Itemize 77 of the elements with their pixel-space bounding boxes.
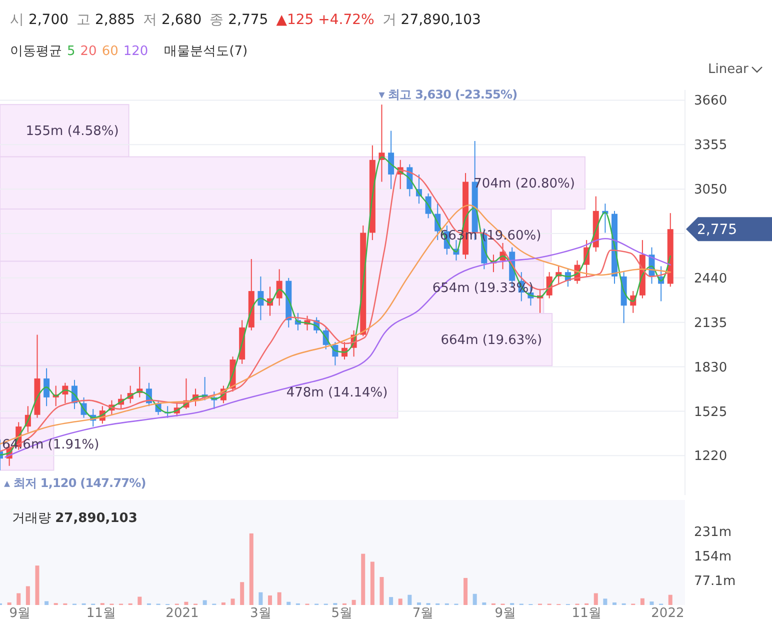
y-tick-label: 1830 — [694, 360, 728, 376]
bar — [230, 598, 235, 605]
text: 거 27,890,103 — [382, 12, 481, 28]
y-tick-label: 77.1m — [694, 574, 736, 590]
bar — [603, 598, 608, 605]
x-tick-label: 11월 — [572, 606, 602, 621]
bar — [35, 566, 40, 605]
x-tick-label: 5월 — [331, 606, 352, 621]
text: 20 — [80, 44, 97, 59]
bar — [612, 602, 617, 605]
annotation: ▴ 최저 1,120 (147.77%) — [4, 476, 146, 490]
candlestick — [258, 276, 264, 321]
bar — [361, 554, 366, 605]
x-tick-label: 11월 — [86, 606, 116, 621]
bar — [389, 597, 394, 605]
text: 60 — [102, 44, 118, 59]
bar — [268, 595, 272, 605]
text: 5 — [67, 44, 76, 59]
y-tick-label: 2135 — [694, 316, 728, 331]
bar — [352, 600, 356, 605]
bar — [594, 593, 598, 605]
y-tick-label: 3660 — [694, 94, 728, 109]
candlestick — [44, 368, 50, 407]
bar — [258, 592, 263, 605]
bar — [138, 596, 142, 605]
candlestick — [388, 130, 394, 190]
bar — [472, 594, 477, 605]
y-tick-label: 2440 — [694, 271, 728, 286]
bar — [26, 586, 30, 605]
y-tick-label: 1525 — [694, 404, 728, 420]
text: 매물분석도(7) — [164, 44, 248, 59]
candlestick — [276, 268, 282, 306]
data-label: 155m (4.58%) — [26, 124, 119, 140]
bar — [44, 601, 49, 605]
bar — [464, 578, 468, 605]
text: 고 2,885 — [76, 12, 136, 28]
bar — [249, 533, 254, 605]
x-tick-label: 9월 — [494, 606, 516, 621]
bar — [16, 593, 21, 605]
bar — [184, 602, 188, 605]
bar — [380, 577, 384, 605]
bar — [408, 594, 412, 605]
bar — [370, 562, 374, 605]
x-tick-label: 3월 — [250, 606, 272, 621]
text: 2,775 — [697, 222, 738, 238]
text: 저 2,680 — [143, 12, 202, 28]
annotation: ▾ 최고 3,630 (-23.55%) — [378, 88, 518, 102]
text: 시 2,700 — [10, 12, 69, 28]
bar — [398, 598, 402, 605]
bar — [7, 602, 12, 605]
y-tick-label: 3355 — [694, 138, 728, 154]
bar — [668, 594, 672, 605]
y-tick-label: 231m — [694, 525, 732, 540]
text: 거래량 27,890,103 — [12, 511, 138, 526]
text: 종 2,775 — [210, 12, 268, 28]
x-tick-label: 9월 — [9, 606, 31, 621]
x-tick-label: 2021 — [166, 606, 199, 621]
bar — [640, 598, 644, 605]
data-label: 664m (19.63%) — [440, 333, 542, 348]
bar — [416, 602, 421, 605]
bar — [650, 602, 654, 605]
bar — [240, 582, 244, 605]
text: Linear — [708, 62, 750, 77]
bar — [286, 602, 291, 605]
x-tick-label: 2022 — [651, 606, 684, 621]
y-tick-label: 1220 — [694, 449, 728, 464]
y-tick-label: 3050 — [694, 182, 728, 198]
x-tick-label: 7월 — [412, 606, 434, 621]
bar — [482, 602, 486, 605]
text: 120 — [123, 44, 148, 59]
text: ▲125 +4.72% — [276, 12, 374, 28]
legend-title: 이동평균 — [10, 44, 62, 59]
bar — [221, 602, 226, 605]
bar — [277, 592, 282, 605]
y-tick-label: 154m — [694, 550, 732, 565]
bar — [202, 600, 207, 605]
data-label: 478m (14.14%) — [286, 385, 388, 400]
